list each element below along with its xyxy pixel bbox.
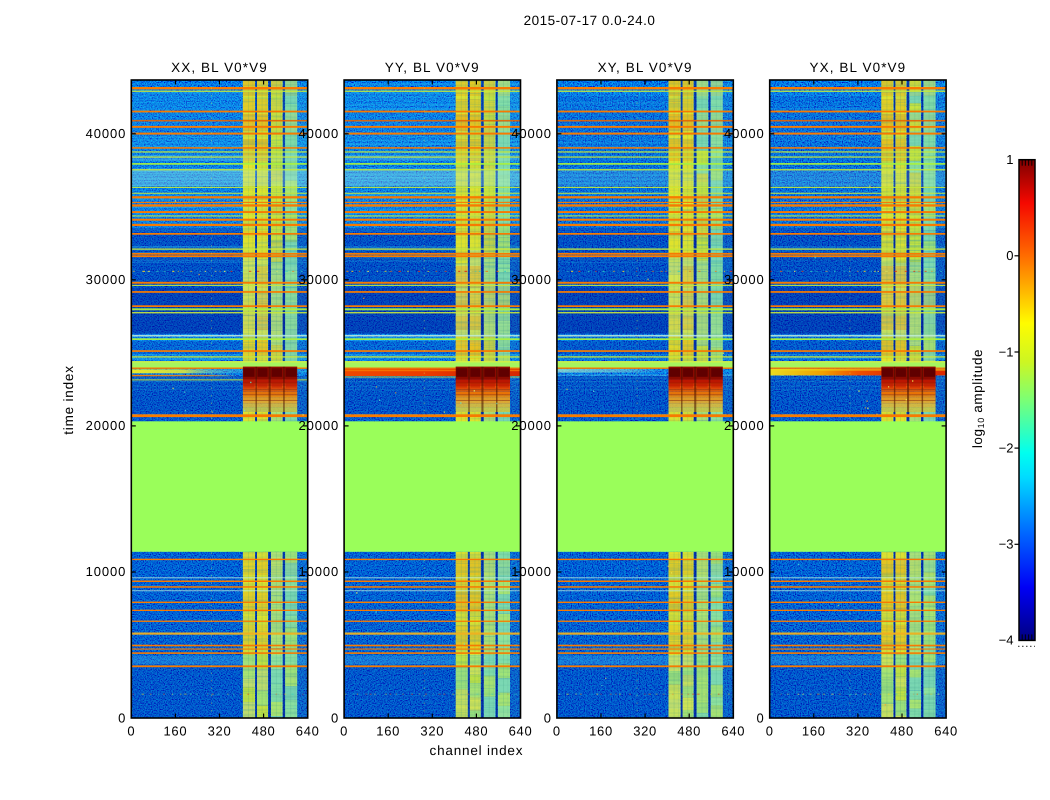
svg-text:−2: −2 [999, 440, 1014, 455]
svg-text:320: 320 [420, 724, 444, 739]
svg-text:10000: 10000 [511, 564, 552, 579]
svg-text:30000: 30000 [724, 272, 765, 287]
svg-text:0: 0 [331, 710, 339, 725]
svg-text:0: 0 [757, 710, 765, 725]
svg-text:480: 480 [890, 724, 914, 739]
svg-text:YX, BL V0*V9: YX, BL V0*V9 [810, 60, 907, 75]
svg-text:0: 0 [553, 724, 561, 739]
svg-text:0: 0 [1006, 248, 1013, 263]
svg-text:YY, BL V0*V9: YY, BL V0*V9 [385, 60, 480, 75]
svg-text:480: 480 [677, 724, 701, 739]
svg-text:40000: 40000 [86, 126, 127, 141]
svg-text:160: 160 [164, 724, 188, 739]
svg-text:−3: −3 [999, 537, 1014, 552]
svg-text:160: 160 [376, 724, 400, 739]
svg-text:640: 640 [721, 724, 745, 739]
svg-text:40000: 40000 [511, 126, 552, 141]
svg-text:time index: time index [61, 365, 76, 435]
svg-text:0: 0 [118, 710, 126, 725]
svg-text:XX, BL V0*V9: XX, BL V0*V9 [171, 60, 268, 75]
svg-text:20000: 20000 [511, 418, 552, 433]
svg-text:40000: 40000 [298, 126, 339, 141]
svg-text:20000: 20000 [298, 418, 339, 433]
svg-text:30000: 30000 [511, 272, 552, 287]
svg-text:0: 0 [340, 724, 348, 739]
svg-text:−1: −1 [999, 344, 1014, 359]
svg-text:0: 0 [766, 724, 774, 739]
svg-text:20000: 20000 [86, 418, 127, 433]
svg-text:160: 160 [589, 724, 613, 739]
svg-text:−4: −4 [999, 633, 1014, 648]
svg-text:480: 480 [252, 724, 276, 739]
svg-text:10000: 10000 [298, 564, 339, 579]
svg-text:2015-07-17 0.0-24.0: 2015-07-17 0.0-24.0 [524, 13, 656, 28]
svg-text:480: 480 [465, 724, 489, 739]
svg-text:30000: 30000 [86, 272, 127, 287]
svg-text:640: 640 [509, 724, 533, 739]
svg-text:640: 640 [296, 724, 320, 739]
svg-text:channel index: channel index [430, 743, 524, 758]
svg-text:10000: 10000 [724, 564, 765, 579]
svg-text:30000: 30000 [298, 272, 339, 287]
svg-text:20000: 20000 [724, 418, 765, 433]
svg-text:160: 160 [802, 724, 826, 739]
svg-text:XY, BL V0*V9: XY, BL V0*V9 [598, 60, 693, 75]
svg-text:320: 320 [633, 724, 657, 739]
svg-text:640: 640 [934, 724, 958, 739]
svg-text:1: 1 [1006, 152, 1013, 167]
svg-text:0: 0 [544, 710, 552, 725]
svg-text:log10 amplitude: log10 amplitude [970, 349, 986, 448]
svg-text:40000: 40000 [724, 126, 765, 141]
svg-text:320: 320 [208, 724, 232, 739]
svg-text:0: 0 [127, 724, 135, 739]
svg-text:320: 320 [846, 724, 870, 739]
svg-text:10000: 10000 [86, 564, 127, 579]
